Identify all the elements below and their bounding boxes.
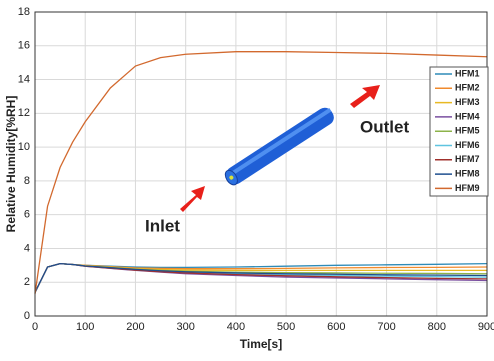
x-tick-label: 500 — [277, 321, 295, 333]
chart: Inlet Outlet HFM1HFM2HFM3HFM4HFM5HFM6HFM… — [0, 0, 494, 356]
y-tick-label: 2 — [24, 276, 30, 288]
legend-label: HFM2 — [455, 83, 480, 93]
x-tick-label: 400 — [227, 321, 245, 333]
outlet-label: Outlet — [360, 117, 409, 136]
legend-label: HFM8 — [455, 168, 480, 178]
legend-label: HFM6 — [455, 140, 480, 150]
x-tick-label: 700 — [377, 321, 395, 333]
legend: HFM1 HFM2 HFM3 HFM4 HFM5 HFM6 HFM7 HFM8 HFM9 — [430, 67, 488, 196]
legend-label: HFM1 — [455, 68, 480, 78]
y-tick-label: 10 — [18, 141, 30, 153]
legend-label: HFM3 — [455, 97, 480, 107]
y-tick-label: 18 — [18, 6, 30, 18]
x-tick-label: 0 — [32, 321, 38, 333]
page: Inlet Outlet HFM1HFM2HFM3HFM4HFM5HFM6HFM… — [0, 0, 494, 356]
y-tick-label: 14 — [18, 73, 30, 85]
x-tick-label: 900 — [478, 321, 494, 333]
x-tick-label: 600 — [327, 321, 345, 333]
legend-label: HFM4 — [455, 111, 480, 121]
y-tick-label: 16 — [18, 40, 30, 52]
inlet-label: Inlet — [145, 216, 180, 235]
x-axis-label: Time[s] — [240, 337, 282, 351]
y-tick-label: 8 — [24, 175, 30, 187]
y-tick-label: 6 — [24, 209, 30, 221]
x-tick-label: 800 — [428, 321, 446, 333]
y-tick-label: 12 — [18, 107, 30, 119]
legend-label: HFM9 — [455, 183, 480, 193]
legend-label: HFM7 — [455, 154, 480, 164]
x-tick-label: 100 — [76, 321, 94, 333]
y-tick-label: 4 — [24, 242, 30, 254]
y-axis-label: Relative Humidity[%RH] — [4, 96, 18, 233]
y-tick-label: 0 — [24, 310, 30, 322]
x-tick-label: 300 — [176, 321, 194, 333]
legend-label: HFM5 — [455, 126, 480, 136]
x-tick-label: 200 — [126, 321, 144, 333]
